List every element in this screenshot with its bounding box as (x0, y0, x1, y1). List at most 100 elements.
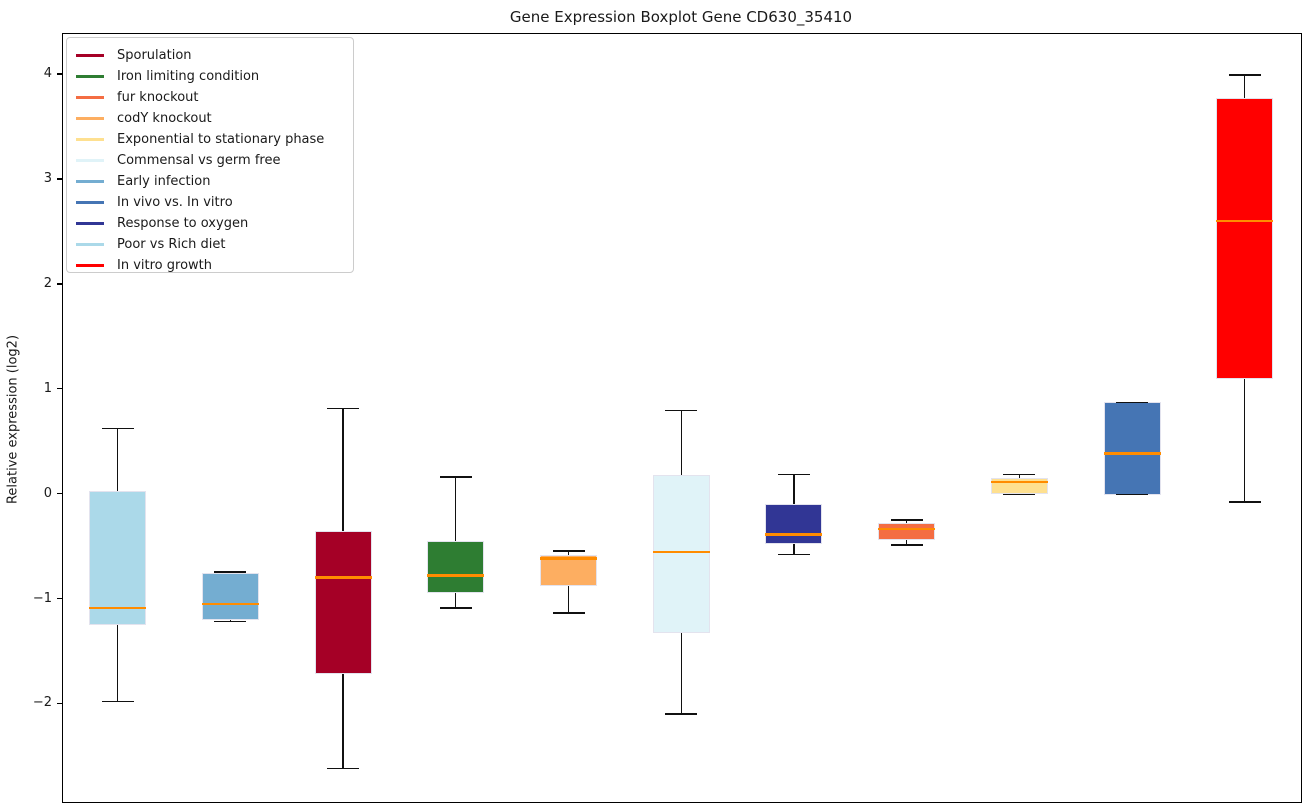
chart-title: Gene Expression Boxplot Gene CD630_35410 (509, 8, 853, 26)
legend-item: In vitro growth (67, 255, 353, 276)
box-rect (540, 555, 597, 586)
box-rect (878, 522, 936, 540)
box-rect (427, 540, 485, 594)
legend-item: Exponential to stationary phase (67, 129, 353, 150)
whisker-lower-line (905, 539, 908, 545)
whisker-upper-cap (777, 473, 810, 476)
box-rect (652, 474, 710, 634)
legend-item: In vivo vs. In vitro (67, 192, 353, 213)
box-median-line (765, 533, 823, 536)
whisker-lower-cap (327, 767, 360, 770)
legend-item: codY knockout (67, 108, 353, 129)
legend-item: Poor vs Rich diet (67, 234, 353, 255)
box-rect (765, 504, 823, 544)
whisker-upper-line (567, 551, 570, 556)
whisker-upper-line (1244, 74, 1246, 98)
whisker-upper-cap (890, 519, 923, 521)
whisker-upper-line (455, 476, 457, 541)
whisker-lower-cap (665, 713, 698, 715)
whisker-lower-cap (214, 620, 247, 623)
legend-label: fur knockout (117, 90, 199, 105)
box-median-line (540, 557, 597, 560)
legend-swatch (76, 243, 104, 246)
legend-label: In vivo vs. In vitro (117, 195, 233, 210)
whisker-lower-cap (1116, 493, 1148, 496)
legend-swatch (76, 96, 104, 99)
box-median-line (427, 574, 485, 577)
y-tick-label: 4 (43, 65, 52, 81)
legend-swatch (76, 54, 104, 57)
plot-area: Sporulation Iron limiting condition fur kn… (62, 33, 1302, 803)
box-rect (201, 573, 259, 621)
legend-item: fur knockout (67, 87, 353, 108)
y-tick-mark (57, 388, 62, 390)
whisker-lower-line (342, 674, 344, 769)
y-tick-label: −2 (32, 695, 52, 711)
legend: Sporulation Iron limiting condition fur kn… (66, 37, 354, 273)
whisker-lower-line (567, 585, 570, 614)
whisker-lower-cap (1228, 501, 1261, 503)
y-tick-label: −1 (32, 590, 52, 606)
box-median-line (1103, 452, 1161, 455)
whisker-lower-cap (777, 553, 810, 556)
y-tick-mark (57, 598, 62, 600)
whisker-upper-line (117, 428, 119, 492)
legend-item: Response to oxygen (67, 213, 353, 234)
whisker-upper-cap (101, 427, 134, 430)
legend-swatch (76, 117, 104, 120)
legend-label: Iron limiting condition (117, 69, 260, 84)
whisker-upper-cap (214, 571, 247, 573)
whisker-lower-line (1244, 379, 1246, 502)
legend-item: Commensal vs germ free (67, 150, 353, 171)
whisker-upper-cap (439, 476, 472, 478)
box-median-line (1216, 219, 1274, 222)
y-tick-mark (57, 283, 62, 285)
y-tick-mark (57, 178, 62, 180)
y-tick-mark (57, 493, 62, 495)
box-median-line (878, 528, 936, 531)
legend-label: Sporulation (117, 48, 192, 63)
whisker-upper-line (680, 410, 682, 475)
box-rect (1103, 402, 1161, 495)
y-tick-mark (57, 702, 62, 705)
box-median-line (201, 602, 259, 605)
legend-item: Sporulation (67, 45, 353, 66)
legend-label: Poor vs Rich diet (117, 237, 226, 252)
whisker-upper-cap (552, 550, 585, 552)
whisker-lower-line (793, 543, 795, 555)
whisker-lower-cap (1003, 493, 1036, 496)
y-tick-label: 3 (43, 170, 52, 186)
legend-label: Response to oxygen (117, 216, 249, 231)
whisker-lower-line (455, 593, 457, 608)
whisker-lower-cap (439, 607, 472, 609)
whisker-lower-cap (552, 612, 585, 614)
whisker-upper-line (793, 474, 795, 505)
legend-label: Commensal vs germ free (117, 153, 281, 168)
legend-label: Exponential to stationary phase (117, 132, 325, 147)
legend-swatch (76, 180, 104, 183)
whisker-upper-line (1018, 474, 1020, 478)
legend-swatch (76, 201, 104, 204)
legend-swatch (76, 159, 104, 162)
whisker-upper-cap (665, 409, 698, 412)
legend-label: Early infection (117, 174, 211, 189)
box-median-line (89, 606, 147, 610)
whisker-upper-line (342, 408, 344, 532)
whisker-upper-cap (1003, 473, 1036, 476)
box-rect (314, 531, 372, 674)
legend-swatch (76, 75, 104, 78)
whisker-lower-cap (101, 700, 134, 703)
box-rect (89, 491, 147, 625)
legend-item: Iron limiting condition (67, 66, 353, 87)
whisker-lower-line (680, 633, 682, 714)
y-tick-label: 1 (43, 380, 52, 396)
legend-item: Early infection (67, 171, 353, 192)
legend-label: In vitro growth (117, 258, 212, 273)
legend-swatch (76, 222, 104, 225)
y-tick-label: 0 (43, 485, 52, 501)
whisker-lower-line (117, 624, 119, 702)
box-median-line (652, 551, 710, 554)
whisker-upper-cap (1116, 401, 1148, 403)
y-tick-mark (57, 73, 62, 75)
